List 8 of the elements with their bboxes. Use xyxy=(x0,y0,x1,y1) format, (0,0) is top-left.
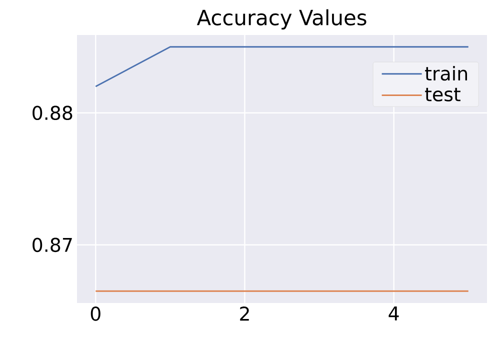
y-tick-label: 0.87 xyxy=(32,238,72,252)
chart-title: Accuracy Values xyxy=(196,9,366,30)
x-tick-label: 2 xyxy=(240,306,249,321)
legend-label: train xyxy=(425,66,468,81)
x-tick-label: 0 xyxy=(90,306,100,321)
y-tick-label: 0.88 xyxy=(32,106,72,120)
legend-label: test xyxy=(425,88,460,102)
x-tick-label: 4 xyxy=(388,306,399,320)
